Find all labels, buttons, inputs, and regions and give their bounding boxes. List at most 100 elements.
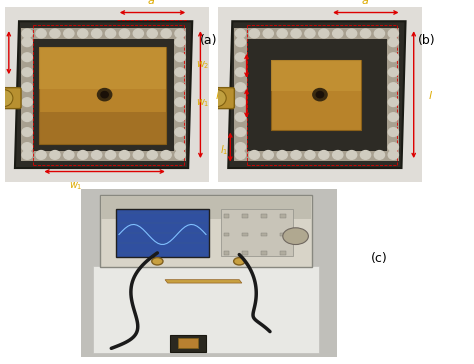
Circle shape <box>175 151 185 159</box>
Circle shape <box>175 143 185 151</box>
Text: (c): (c) <box>371 252 388 265</box>
Circle shape <box>374 29 384 38</box>
FancyBboxPatch shape <box>261 251 267 255</box>
Circle shape <box>388 29 399 38</box>
FancyBboxPatch shape <box>116 209 210 257</box>
FancyBboxPatch shape <box>174 28 186 161</box>
Circle shape <box>305 29 315 38</box>
Circle shape <box>22 98 32 107</box>
Circle shape <box>236 143 246 151</box>
FancyBboxPatch shape <box>23 151 184 161</box>
Circle shape <box>291 151 301 159</box>
FancyBboxPatch shape <box>242 233 248 236</box>
Circle shape <box>236 151 246 159</box>
Circle shape <box>236 98 246 107</box>
Circle shape <box>22 151 32 159</box>
Text: (a): (a) <box>200 34 217 47</box>
Circle shape <box>388 68 399 76</box>
Circle shape <box>119 151 129 159</box>
Circle shape <box>78 29 88 38</box>
Circle shape <box>236 29 246 38</box>
Circle shape <box>0 90 13 107</box>
Circle shape <box>360 29 371 38</box>
FancyBboxPatch shape <box>0 88 21 108</box>
FancyBboxPatch shape <box>242 214 248 218</box>
FancyBboxPatch shape <box>178 338 198 348</box>
Circle shape <box>236 38 246 47</box>
FancyBboxPatch shape <box>221 209 293 256</box>
FancyBboxPatch shape <box>204 88 234 108</box>
Circle shape <box>91 29 102 38</box>
FancyBboxPatch shape <box>242 251 248 255</box>
Circle shape <box>313 88 327 101</box>
Circle shape <box>64 151 74 159</box>
Circle shape <box>316 91 324 98</box>
Text: $a$: $a$ <box>361 0 369 5</box>
Circle shape <box>333 151 343 159</box>
FancyBboxPatch shape <box>280 251 286 255</box>
Circle shape <box>236 68 246 76</box>
FancyBboxPatch shape <box>23 28 184 39</box>
Circle shape <box>175 68 185 76</box>
Circle shape <box>22 143 32 151</box>
Circle shape <box>175 113 185 122</box>
Circle shape <box>50 29 60 38</box>
FancyBboxPatch shape <box>280 233 286 236</box>
Circle shape <box>147 151 157 159</box>
FancyBboxPatch shape <box>39 47 166 90</box>
Circle shape <box>283 228 309 245</box>
Circle shape <box>319 151 329 159</box>
Circle shape <box>277 29 287 38</box>
Circle shape <box>305 151 315 159</box>
Polygon shape <box>15 21 192 168</box>
FancyBboxPatch shape <box>39 47 166 143</box>
Circle shape <box>161 29 171 38</box>
FancyBboxPatch shape <box>271 60 361 130</box>
Circle shape <box>22 53 32 62</box>
Circle shape <box>388 98 399 107</box>
Circle shape <box>388 113 399 122</box>
Circle shape <box>36 29 46 38</box>
Circle shape <box>388 38 399 47</box>
Circle shape <box>388 143 399 151</box>
Circle shape <box>119 29 129 38</box>
Circle shape <box>133 151 144 159</box>
Circle shape <box>50 151 60 159</box>
Text: $w_2$: $w_2$ <box>196 59 210 71</box>
FancyBboxPatch shape <box>234 28 246 161</box>
Circle shape <box>388 53 399 62</box>
Circle shape <box>234 258 245 265</box>
Circle shape <box>236 113 246 122</box>
Circle shape <box>206 90 226 107</box>
Circle shape <box>374 151 384 159</box>
FancyBboxPatch shape <box>224 214 229 218</box>
Circle shape <box>101 91 108 98</box>
FancyBboxPatch shape <box>218 7 422 182</box>
FancyBboxPatch shape <box>39 112 166 143</box>
Circle shape <box>22 83 32 91</box>
Circle shape <box>22 128 32 136</box>
Circle shape <box>152 258 163 265</box>
Circle shape <box>175 128 185 136</box>
Circle shape <box>388 128 399 136</box>
Circle shape <box>22 113 32 122</box>
Circle shape <box>333 29 343 38</box>
FancyBboxPatch shape <box>93 266 319 353</box>
Circle shape <box>319 29 329 38</box>
FancyBboxPatch shape <box>21 28 33 161</box>
Circle shape <box>175 83 185 91</box>
FancyBboxPatch shape <box>280 214 286 218</box>
Circle shape <box>236 128 246 136</box>
Circle shape <box>98 88 112 101</box>
Text: $l$: $l$ <box>428 89 433 100</box>
Circle shape <box>291 29 301 38</box>
Circle shape <box>105 151 116 159</box>
Text: $w_1$: $w_1$ <box>196 98 210 109</box>
Circle shape <box>277 151 287 159</box>
Circle shape <box>105 29 116 38</box>
Circle shape <box>36 151 46 159</box>
FancyBboxPatch shape <box>237 28 397 39</box>
Circle shape <box>249 29 259 38</box>
Circle shape <box>263 151 273 159</box>
Circle shape <box>236 83 246 91</box>
